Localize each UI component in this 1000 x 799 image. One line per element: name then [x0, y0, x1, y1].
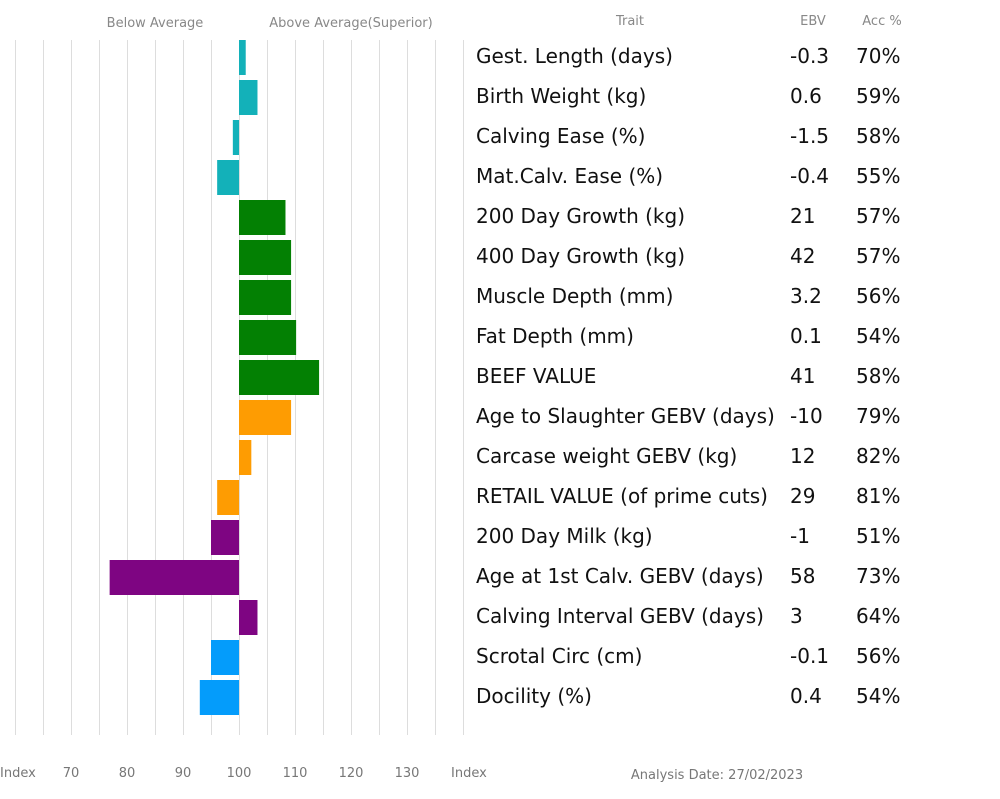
x-tick-label: 90 — [175, 766, 192, 781]
ebv-value: -1.5 — [790, 124, 829, 148]
trait-label: Docility (%) — [476, 684, 592, 708]
trait-label: Muscle Depth (mm) — [476, 284, 673, 308]
bars — [109, 40, 320, 715]
acc-value: 54% — [856, 324, 900, 348]
trait-label: RETAIL VALUE (of prime cuts) — [476, 484, 768, 508]
ebv-value: 21 — [790, 204, 815, 228]
acc-value: 58% — [856, 124, 900, 148]
bar — [239, 40, 246, 75]
trait-label: Calving Ease (%) — [476, 124, 645, 148]
bar — [239, 240, 292, 275]
acc-column-header: Acc % — [862, 14, 901, 29]
ebv-value: 0.6 — [790, 84, 822, 108]
trait-label: 400 Day Growth (kg) — [476, 244, 685, 268]
trait-label: 200 Day Growth (kg) — [476, 204, 685, 228]
acc-value: 57% — [856, 244, 900, 268]
ebv-value: -1 — [790, 524, 810, 548]
ebv-value: -0.3 — [790, 44, 829, 68]
ebv-value: 0.1 — [790, 324, 822, 348]
acc-value: 56% — [856, 284, 900, 308]
x-tick-label: 70 — [63, 766, 80, 781]
bar — [239, 320, 297, 355]
bar — [109, 560, 239, 595]
ebv-value: -0.4 — [790, 164, 829, 188]
grid-lines — [15, 40, 464, 735]
acc-value: 73% — [856, 564, 900, 588]
trait-label: Gest. Length (days) — [476, 44, 673, 68]
acc-value: 70% — [856, 44, 900, 68]
acc-value: 58% — [856, 364, 900, 388]
acc-value: 64% — [856, 604, 900, 628]
bar — [217, 160, 239, 195]
trait-label: Mat.Calv. Ease (%) — [476, 164, 663, 188]
acc-value: 51% — [856, 524, 900, 548]
ebv-column-header: EBV — [800, 14, 826, 29]
trait-rows: Gest. Length (days) -0.3 70% Birth Weight (… — [476, 44, 900, 708]
acc-value: 79% — [856, 404, 900, 428]
trait-label: Birth Weight (kg) — [476, 84, 646, 108]
bar — [239, 400, 292, 435]
bar — [239, 200, 286, 235]
trait-label: Carcase weight GEBV (kg) — [476, 444, 737, 468]
x-tick-label: 120 — [339, 766, 364, 781]
ebv-value: -10 — [790, 404, 823, 428]
trait-label: Age to Slaughter GEBV (days) — [476, 404, 775, 428]
x-tick-label: Index — [451, 766, 487, 781]
bar — [232, 120, 239, 155]
analysis-date: Analysis Date: 27/02/2023 — [631, 768, 803, 783]
acc-value: 54% — [856, 684, 900, 708]
ebv-value: 42 — [790, 244, 815, 268]
trait-column-header: Trait — [615, 14, 644, 29]
ebv-value: 0.4 — [790, 684, 822, 708]
x-tick-label: Index — [0, 766, 36, 781]
trait-label: Fat Depth (mm) — [476, 324, 634, 348]
bar — [211, 640, 239, 675]
trait-label: Age at 1st Calv. GEBV (days) — [476, 564, 764, 588]
bar — [239, 80, 258, 115]
acc-value: 56% — [856, 644, 900, 668]
ebv-value: 12 — [790, 444, 815, 468]
trait-label: Scrotal Circ (cm) — [476, 644, 642, 668]
acc-value: 57% — [856, 204, 900, 228]
x-tick-label: 130 — [395, 766, 420, 781]
acc-value: 55% — [856, 164, 900, 188]
trait-label: BEEF VALUE — [476, 364, 596, 388]
ebv-value: -0.1 — [790, 644, 829, 668]
bar — [239, 440, 252, 475]
acc-value: 81% — [856, 484, 900, 508]
bar — [211, 520, 239, 555]
trait-label: 200 Day Milk (kg) — [476, 524, 653, 548]
ebv-value: 29 — [790, 484, 815, 508]
ebv-value: 3.2 — [790, 284, 822, 308]
x-tick-label: 110 — [283, 766, 308, 781]
bar — [239, 280, 292, 315]
x-axis-ticks: Index 70 80 90 100 110 120 130 Index — [0, 766, 487, 781]
acc-value: 82% — [856, 444, 900, 468]
bar — [217, 480, 239, 515]
above-average-header: Above Average(Superior) — [269, 16, 432, 31]
ebv-value: 3 — [790, 604, 803, 628]
ebv-value: 41 — [790, 364, 815, 388]
bar — [199, 680, 239, 715]
ebv-value: 58 — [790, 564, 815, 588]
trait-label: Calving Interval GEBV (days) — [476, 604, 764, 628]
bar — [239, 360, 320, 395]
below-average-header: Below Average — [107, 16, 204, 31]
x-tick-label: 100 — [227, 766, 252, 781]
bar — [239, 600, 258, 635]
acc-value: 59% — [856, 84, 900, 108]
x-tick-label: 80 — [119, 766, 136, 781]
